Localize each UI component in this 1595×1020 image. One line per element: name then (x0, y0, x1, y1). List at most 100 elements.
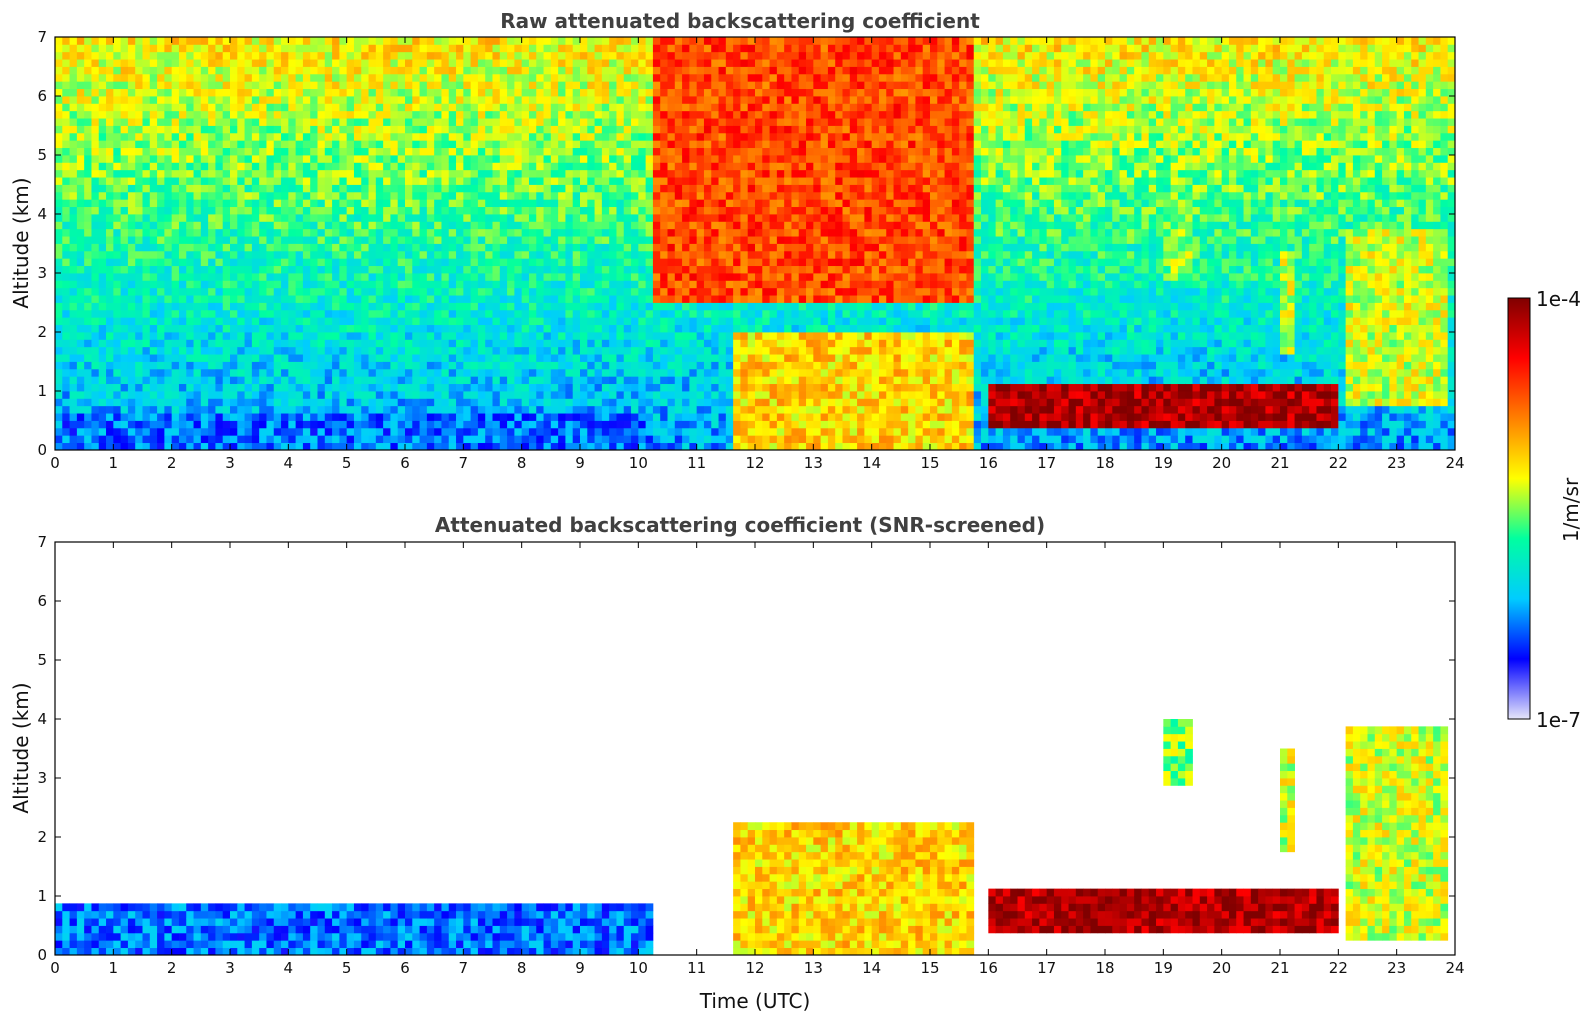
heatmap-cell (200, 442, 209, 451)
heatmap-cell (69, 302, 78, 311)
heatmap-cell (521, 273, 530, 281)
heatmap-cell (368, 125, 377, 134)
heatmap-cell (572, 405, 581, 414)
heatmap-cell (448, 258, 457, 267)
heatmap-cell (499, 191, 508, 200)
heatmap-cell (558, 427, 566, 436)
heatmap-cell (127, 162, 136, 171)
heatmap-cell (397, 442, 406, 451)
heatmap-cell (623, 162, 632, 171)
heatmap-cell (652, 73, 661, 82)
heatmap-cell (514, 132, 523, 141)
heatmap-cell (434, 302, 442, 311)
heatmap-cell (477, 44, 486, 53)
heatmap-cell (448, 96, 457, 104)
heatmap-cell (550, 398, 559, 407)
heatmap-cell (91, 132, 100, 141)
heatmap-cell (317, 132, 326, 141)
heatmap-cell (353, 177, 362, 185)
heatmap-cell (536, 287, 544, 296)
heatmap-cell (660, 169, 668, 178)
heatmap-cell (149, 59, 158, 67)
heatmap-cell (390, 317, 399, 326)
heatmap-cell (521, 442, 530, 451)
heatmap-cell (62, 302, 70, 311)
heatmap-cell (463, 287, 472, 296)
heatmap-cell (507, 103, 515, 112)
heatmap-cell (76, 346, 85, 355)
heatmap-cell (565, 206, 574, 215)
heatmap-cell (645, 250, 654, 259)
heatmap-cell (616, 118, 625, 126)
heatmap-cell (536, 339, 544, 348)
heatmap-cell (55, 376, 63, 385)
heatmap-cell (55, 132, 63, 141)
heatmap-cell (463, 250, 472, 259)
heatmap-cell (470, 280, 479, 289)
heatmap-cell (164, 265, 173, 274)
heatmap-cell (412, 177, 420, 185)
heatmap-cell (98, 243, 107, 252)
heatmap-cell (667, 88, 676, 97)
heatmap-cell (149, 391, 158, 399)
heatmap-cell (135, 44, 143, 53)
heatmap-cell (412, 228, 420, 237)
heatmap-cell (594, 37, 603, 45)
heatmap-cell (259, 88, 267, 97)
heatmap-cell (142, 162, 151, 171)
heatmap-cell (302, 287, 311, 296)
heatmap-cell (142, 273, 151, 281)
heatmap-cell (448, 206, 457, 215)
heatmap-cell (470, 339, 479, 348)
heatmap-cell (652, 81, 661, 90)
heatmap-cell (127, 354, 136, 362)
heatmap-cell (310, 88, 318, 97)
heatmap-cell (565, 103, 574, 112)
heatmap-cell (251, 81, 260, 90)
heatmap-cell (638, 302, 647, 311)
heatmap-cell (638, 110, 647, 119)
heatmap-cell (135, 88, 143, 97)
heatmap-cell (477, 250, 486, 259)
heatmap-cell (353, 317, 362, 326)
heatmap-cell (135, 398, 143, 407)
heatmap-cell (645, 110, 654, 119)
heatmap-cell (106, 214, 114, 222)
heatmap-cell (91, 398, 100, 407)
heatmap-cell (368, 73, 377, 82)
heatmap-cell (281, 420, 289, 429)
heatmap-cell (682, 125, 690, 134)
heatmap-cell (310, 368, 318, 377)
heatmap-cell (477, 147, 486, 156)
heatmap-cell (485, 317, 493, 326)
heatmap-cell (492, 420, 501, 429)
heatmap-cell (463, 96, 472, 104)
heatmap-cell (558, 376, 566, 385)
heatmap-cell (419, 273, 428, 281)
heatmap-cell (332, 295, 340, 303)
heatmap-cell (62, 368, 70, 377)
heatmap-cell (157, 51, 165, 60)
heatmap-cell (696, 199, 705, 208)
heatmap-cell (390, 383, 399, 392)
heatmap-cell (353, 103, 362, 112)
heatmap-cell (55, 309, 63, 318)
heatmap-cell (142, 280, 151, 289)
heatmap-cell (521, 140, 530, 149)
heatmap-cell (660, 66, 668, 75)
heatmap-cell (91, 324, 100, 333)
heatmap-cell (193, 258, 202, 267)
heatmap-cell (142, 258, 151, 267)
heatmap-cell (463, 361, 472, 370)
heatmap-cell (200, 332, 209, 340)
heatmap-cell (346, 435, 355, 444)
heatmap-cell (674, 191, 683, 200)
heatmap-cell (237, 332, 245, 340)
heatmap-cell (69, 317, 78, 326)
heatmap-cell (419, 332, 428, 340)
heatmap-cell (273, 376, 282, 385)
heatmap-cell (178, 332, 187, 340)
heatmap-cell (91, 125, 100, 134)
heatmap-cell (368, 413, 377, 421)
heatmap-cell (120, 59, 129, 67)
